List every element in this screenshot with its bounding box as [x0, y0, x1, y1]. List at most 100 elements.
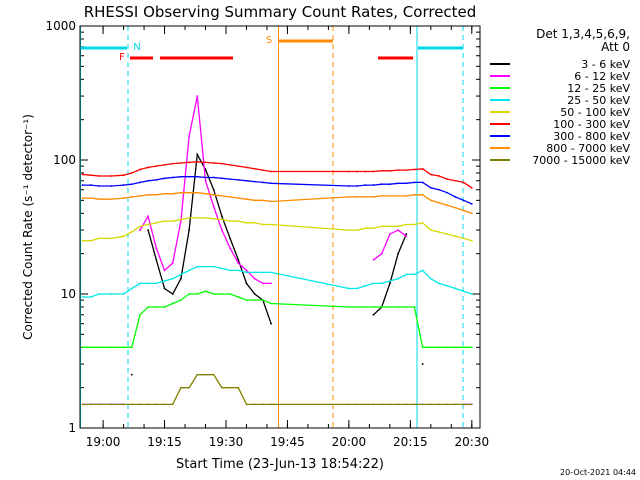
series-point [446, 284, 449, 287]
series-point [438, 201, 440, 204]
series-point [110, 403, 113, 406]
legend-entry-label: 100 - 300 keV [553, 118, 630, 131]
series-point [147, 229, 150, 231]
series-point [470, 346, 473, 349]
series-point [147, 166, 150, 169]
series-point [212, 265, 215, 268]
series-point [188, 161, 191, 164]
series-point [163, 220, 166, 222]
series-point [470, 403, 473, 406]
series-point [110, 237, 113, 240]
series-point [380, 225, 383, 228]
series-point [229, 293, 231, 295]
series-point [196, 160, 199, 163]
series-point [196, 293, 199, 295]
series-point [421, 193, 424, 196]
series-point [438, 175, 440, 177]
series-point [188, 293, 191, 295]
series-point [270, 223, 272, 226]
series-point [429, 186, 432, 189]
y-tick-label: 1000 [45, 19, 76, 33]
series-point [229, 220, 231, 222]
series-point [212, 176, 215, 179]
series-point [180, 277, 182, 280]
series-point [388, 233, 391, 235]
series-point [454, 346, 457, 349]
series-point [372, 227, 375, 230]
series-point [356, 170, 358, 173]
series-point [147, 215, 150, 218]
series-point [356, 287, 358, 290]
series-point [356, 196, 358, 198]
series-point [372, 258, 375, 261]
series-point [380, 169, 383, 172]
series-point [429, 403, 432, 406]
series-point [462, 346, 465, 349]
x-tick-label: 19:45 [270, 435, 305, 449]
series-point [89, 403, 92, 406]
series-point [139, 313, 141, 316]
series-point [429, 277, 432, 280]
series-point [204, 179, 207, 182]
series-point [253, 199, 256, 202]
series-point [253, 299, 256, 302]
series-point [261, 181, 264, 184]
series-point [405, 233, 408, 235]
series-point [188, 216, 191, 219]
series-point [356, 403, 358, 406]
series-point [245, 166, 248, 169]
series-point [237, 296, 240, 298]
series-point [405, 194, 408, 197]
series-point [81, 239, 84, 242]
series-point [446, 346, 449, 349]
series-point [212, 188, 215, 191]
series-point [405, 306, 408, 308]
series-point [454, 287, 457, 290]
series-point [438, 231, 440, 233]
series-point [171, 220, 174, 222]
series-point [81, 173, 84, 176]
series-point [147, 179, 150, 182]
series-point [261, 403, 264, 406]
series-point [372, 196, 375, 198]
series-point [405, 182, 408, 185]
series-point [171, 162, 174, 165]
series-point [188, 135, 191, 138]
series-point [220, 267, 223, 270]
legend-entry-label: 6 - 12 keV [574, 70, 630, 83]
series-point [220, 386, 223, 389]
series-point [388, 169, 391, 172]
series-point [372, 170, 375, 173]
series-point [253, 180, 256, 183]
series-point [130, 287, 133, 290]
legend-entry-label: 12 - 25 keV [567, 82, 630, 95]
series-point [220, 218, 223, 221]
series-point [429, 346, 432, 349]
series-point [204, 192, 207, 195]
series-point [347, 229, 350, 231]
series-point [171, 293, 174, 295]
series-point [270, 282, 272, 285]
series-point [196, 265, 199, 268]
series-point [139, 282, 141, 285]
series-point [397, 229, 399, 231]
series-point [98, 185, 100, 187]
series-point [130, 196, 133, 198]
series-point [270, 200, 272, 203]
series-point [229, 237, 231, 240]
x-tick-label: 20:00 [332, 435, 367, 449]
legend-header-line-1: Det 1,3,4,5,6,9, [536, 27, 630, 41]
series-point [229, 269, 231, 272]
series-point [147, 223, 150, 226]
series-point [237, 197, 240, 199]
legend-entry-label: 25 - 50 keV [567, 94, 630, 107]
series-point [397, 306, 399, 308]
series-point [204, 265, 207, 268]
series-point [212, 217, 215, 220]
series-point [388, 225, 391, 228]
series-point [347, 306, 350, 308]
series-point [171, 302, 174, 305]
series-point [155, 306, 158, 308]
series-point [81, 403, 84, 406]
